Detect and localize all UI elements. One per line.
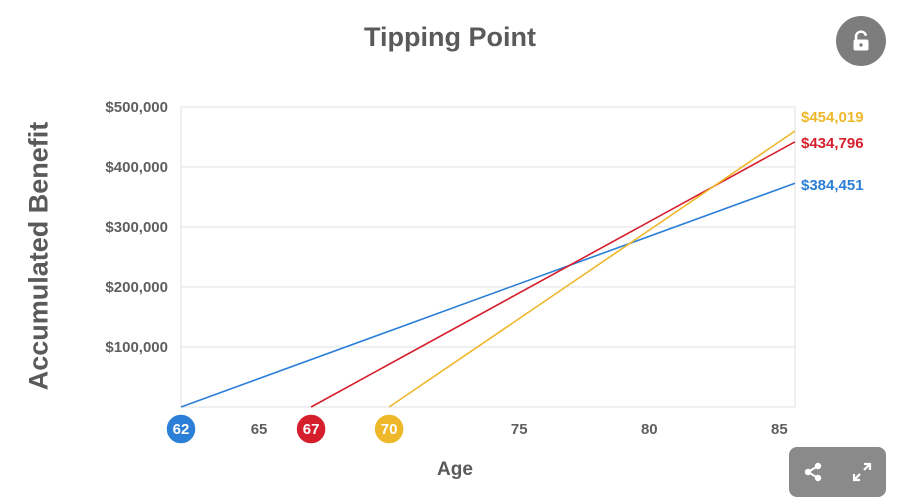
x-tick-label: 75 [511,421,528,438]
series-line-62 [180,182,796,408]
x-axis-label: Age [437,459,473,480]
share-button[interactable] [793,452,833,492]
x-tick-marker-62 [165,413,197,445]
chart-title: Tipping Point [364,22,536,52]
plot-frame [180,106,796,408]
y-tick-label: $300,000 [105,219,168,236]
series-line-70 [388,130,796,408]
x-tick-marker-67 [295,413,327,445]
expand-icon [852,462,871,482]
end-value-label-62: $384,451 [801,177,864,194]
chart-toolbar [789,447,886,497]
x-tick-marker-70 [373,413,405,445]
x-tick-label: 70 [381,421,398,438]
y-tick-label: $500,000 [105,99,168,116]
unlock-button[interactable] [836,16,886,66]
x-tick-label: 85 [771,421,788,438]
x-tick-label: 67 [303,421,320,438]
expand-button[interactable] [842,452,882,492]
x-tick-label: 62 [173,421,190,438]
x-tick-label: 65 [251,421,268,438]
y-tick-label: $100,000 [105,339,168,356]
unlock-icon [853,30,869,51]
series-line-67 [310,141,796,408]
end-value-label-67: $434,796 [801,135,864,152]
end-value-label-70: $454,019 [801,109,864,126]
y-tick-label: $200,000 [105,279,168,296]
share-icon [805,462,822,482]
x-tick-label: 80 [641,421,658,438]
y-tick-label: $400,000 [105,159,168,176]
